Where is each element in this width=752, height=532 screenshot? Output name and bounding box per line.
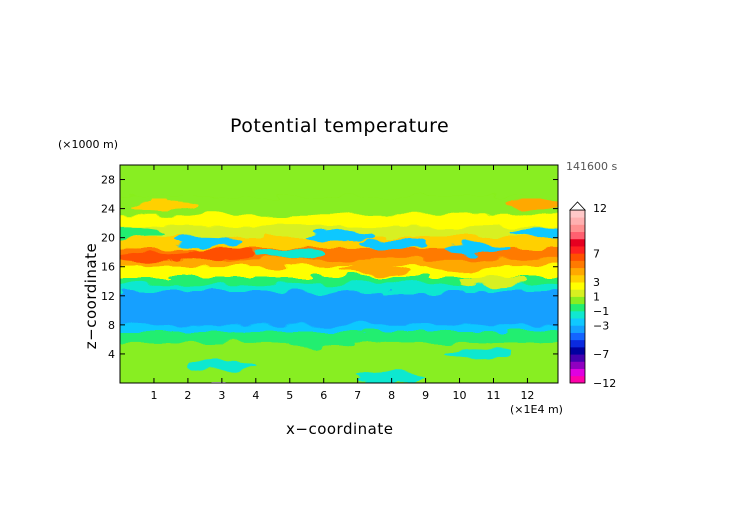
x-tick-label-6: 6 bbox=[320, 389, 327, 402]
field-blob-18 bbox=[357, 372, 426, 383]
y-axis-label: z−coordinate bbox=[82, 242, 100, 350]
field-band-14 bbox=[120, 165, 558, 198]
x-tick-label-7: 7 bbox=[354, 389, 361, 402]
field-blob-7 bbox=[510, 227, 558, 238]
colorbar-swatch-6 bbox=[570, 332, 585, 341]
y-tick-label-4: 4 bbox=[108, 348, 115, 361]
y-tick-label-16: 16 bbox=[101, 261, 115, 274]
x-axis-label: x−coordinate bbox=[286, 420, 394, 438]
colorbar-swatch-21 bbox=[570, 224, 585, 233]
field-blob-9 bbox=[340, 265, 409, 276]
x-tick-label-11: 11 bbox=[486, 389, 500, 402]
colorbar-swatch-4 bbox=[570, 346, 585, 355]
x-tick-label-5: 5 bbox=[286, 389, 293, 402]
colorbar-label-0: 12 bbox=[593, 202, 607, 215]
y-tick-label-28: 28 bbox=[101, 174, 115, 187]
x-tick-label-12: 12 bbox=[520, 389, 534, 402]
field-blob-1 bbox=[187, 247, 256, 258]
colorbar-swatch-8 bbox=[570, 318, 585, 326]
field-layer bbox=[120, 165, 558, 383]
field-blob-10 bbox=[425, 260, 494, 271]
colorbar-swatch-17 bbox=[570, 253, 585, 261]
field-blob-16 bbox=[442, 348, 511, 359]
colorbar-swatch-9 bbox=[570, 310, 585, 319]
colorbar-swatch-13 bbox=[570, 282, 585, 290]
field-blob-8 bbox=[255, 248, 324, 259]
colorbar-label-4: −1 bbox=[593, 305, 609, 318]
x-tick-label-9: 9 bbox=[422, 389, 429, 402]
field-blob-13 bbox=[130, 199, 199, 210]
colorbar: 12 7 3 1−1−3 −7 −12 bbox=[569, 201, 616, 390]
x-tick-label-3: 3 bbox=[218, 389, 225, 402]
plot-frame bbox=[119, 164, 559, 384]
y-axis: 4 8 12 16 20 24 28 bbox=[101, 174, 558, 361]
x-tick-label-1: 1 bbox=[150, 389, 157, 402]
x-tick-label-2: 2 bbox=[184, 389, 191, 402]
x-axis-unit: (×1E4 m) bbox=[510, 403, 563, 416]
colorbar-swatch-10 bbox=[570, 303, 585, 312]
colorbar-swatch-12 bbox=[570, 289, 585, 297]
y-tick-label-8: 8 bbox=[108, 319, 115, 332]
field-blob-15 bbox=[289, 338, 358, 349]
colorbar-label-5: −3 bbox=[593, 319, 609, 332]
x-tick-label-4: 4 bbox=[252, 389, 259, 402]
blobs-group bbox=[120, 198, 558, 383]
time-label: 141600 s bbox=[566, 160, 618, 173]
field-blob-4 bbox=[306, 231, 375, 242]
colorbar-arrow bbox=[569, 201, 586, 211]
colorbar-swatch-0 bbox=[570, 375, 585, 384]
colorbar-swatch-7 bbox=[570, 325, 585, 333]
field-blob-2 bbox=[120, 252, 182, 263]
y-tick-label-24: 24 bbox=[101, 203, 115, 216]
x-tick-label-8: 8 bbox=[388, 389, 395, 402]
colorbar-swatch-23 bbox=[570, 210, 585, 218]
field-blob-6 bbox=[442, 243, 511, 254]
colorbar-swatch-15 bbox=[570, 267, 585, 276]
colorbar-swatch-18 bbox=[570, 246, 585, 254]
field-blob-5 bbox=[357, 238, 426, 249]
colorbar-swatch-20 bbox=[570, 231, 585, 240]
x-tick-label-10: 10 bbox=[453, 389, 467, 402]
colorbar-label-6: −7 bbox=[593, 348, 609, 361]
colorbar-swatch-16 bbox=[570, 260, 585, 269]
colorbar-swatch-19 bbox=[570, 238, 585, 247]
field-blob-11 bbox=[120, 226, 165, 237]
field-band-4 bbox=[120, 285, 558, 325]
x-axis: 1 2 3 4 5 6 7 8 9 10 11 12 bbox=[150, 165, 534, 402]
chart-title: Potential temperature bbox=[230, 115, 450, 137]
y-axis-unit: (×1000 m) bbox=[58, 138, 119, 151]
field-blob-17 bbox=[187, 359, 256, 370]
colorbar-label-7: −12 bbox=[593, 377, 616, 390]
colorbar-label-1: 7 bbox=[593, 247, 600, 260]
colorbar-swatch-11 bbox=[570, 296, 585, 305]
colorbar-swatch-5 bbox=[570, 339, 585, 348]
field-blob-14 bbox=[459, 276, 528, 287]
colorbar-swatch-22 bbox=[570, 217, 585, 225]
colorbar-label-3: 1 bbox=[593, 291, 600, 304]
colorbar-swatch-3 bbox=[570, 354, 585, 362]
colorbar-label-2: 3 bbox=[593, 276, 600, 289]
colorbar-swatch-14 bbox=[570, 274, 585, 283]
colorbar-swatch-2 bbox=[570, 361, 585, 369]
colorbar-swatch-1 bbox=[570, 368, 585, 377]
y-tick-label-12: 12 bbox=[101, 290, 115, 303]
field-blob-3 bbox=[170, 236, 239, 247]
y-tick-label-20: 20 bbox=[101, 232, 115, 245]
field-blob-12 bbox=[503, 198, 558, 209]
